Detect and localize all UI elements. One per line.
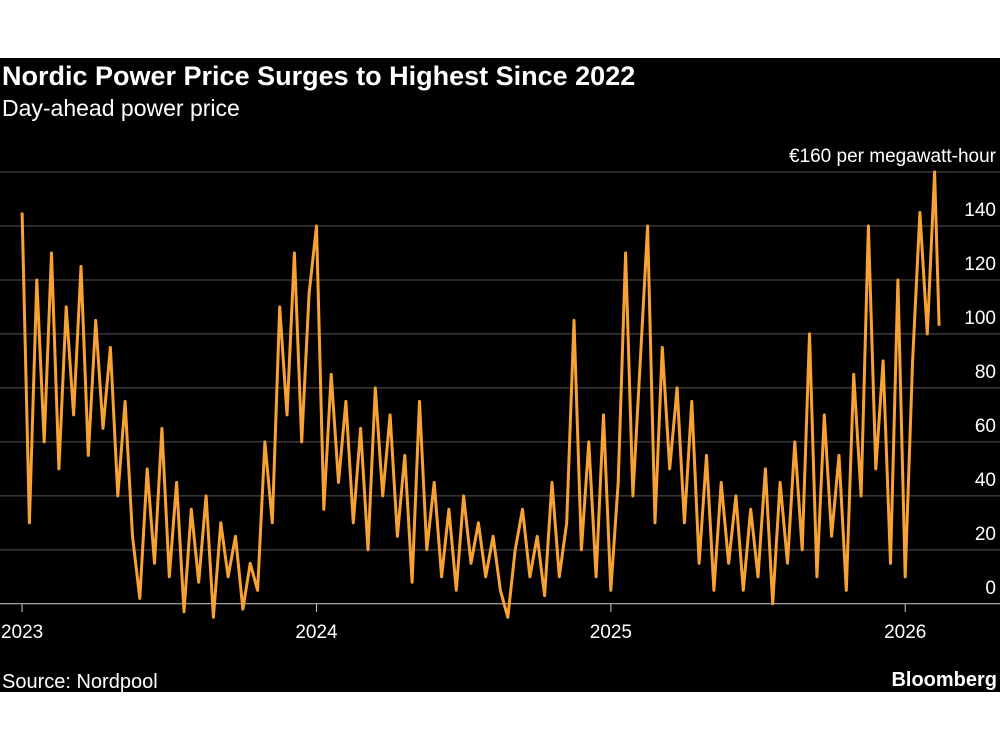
x-tick-label: 2026	[884, 622, 926, 643]
source: Source: Nordpool	[2, 671, 158, 693]
y-tick-label: €160 per megawatt-hour	[789, 146, 997, 167]
y-tick-label: 60	[975, 416, 996, 437]
x-tick-label: 2023	[1, 622, 43, 643]
y-tick-label: 0	[985, 578, 996, 599]
y-tick-label: 100	[964, 308, 996, 329]
x-tick-label: 2024	[295, 622, 338, 643]
y-tick-label: 80	[975, 362, 996, 383]
price-line	[20, 170, 941, 619]
y-tick-label: 40	[975, 470, 996, 491]
y-tick-label: 140	[964, 200, 996, 221]
chart-title: Nordic Power Price Surges to Highest Sin…	[2, 61, 635, 91]
brand: Bloomberg	[891, 669, 997, 691]
chart-subtitle: Day-ahead power price	[2, 95, 240, 121]
y-tick-label: 20	[975, 524, 996, 545]
y-tick-label: 120	[964, 254, 996, 275]
x-tick-label: 2025	[590, 622, 632, 643]
